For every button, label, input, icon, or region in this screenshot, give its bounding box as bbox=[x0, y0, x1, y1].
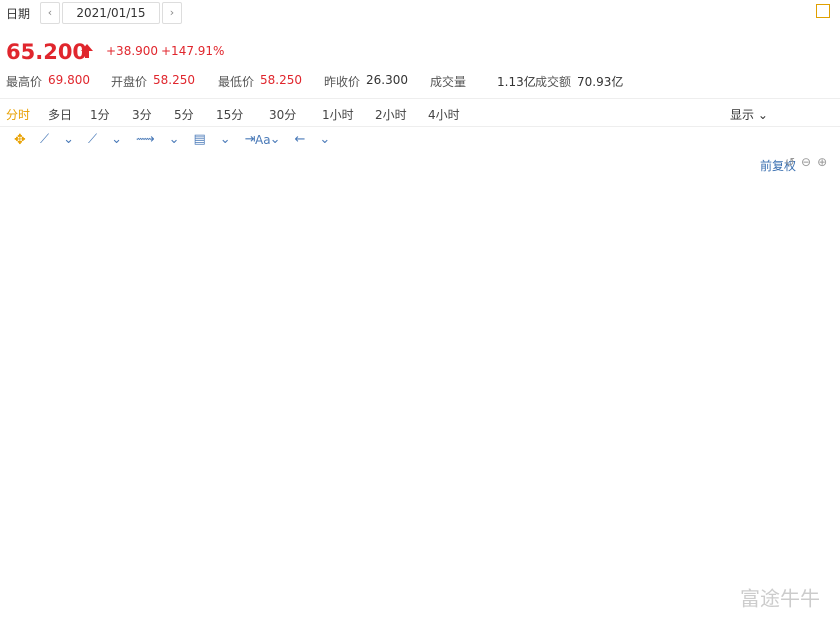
stat-label: 最高价 bbox=[6, 75, 43, 89]
icon-box[interactable] bbox=[816, 4, 830, 18]
up-arrow: 57.42558.25059.07559.90060.72561.55062.3… bbox=[81, 44, 93, 58]
period-tab[interactable]: 30分 bbox=[269, 108, 297, 122]
date-label: 日期 bbox=[6, 7, 31, 21]
date-input[interactable]: 2021/01/15 bbox=[62, 2, 160, 24]
divider bbox=[0, 126, 840, 127]
stat-value: 69.800 bbox=[48, 73, 90, 87]
stat-label: 成交额 bbox=[535, 75, 572, 89]
display-menu[interactable]: 显示 ⌄ bbox=[730, 108, 768, 122]
zoom-tools[interactable]: ↺⊖⊕ bbox=[785, 155, 834, 169]
next-date[interactable]: › bbox=[162, 2, 182, 24]
tool-text[interactable]: Aa bbox=[255, 133, 271, 147]
period-tab[interactable]: 分时 bbox=[6, 108, 31, 122]
stat-value: 70.93亿 bbox=[577, 75, 624, 89]
stat-label: 成交量 bbox=[430, 75, 467, 89]
period-tab[interactable]: 1小时 bbox=[322, 108, 354, 122]
change: +38.900 bbox=[106, 44, 159, 58]
change-pct: +147.91% bbox=[161, 44, 225, 58]
tool-cross[interactable]: ✥ bbox=[14, 132, 26, 148]
period-tab[interactable]: 3分 bbox=[132, 108, 152, 122]
period-tab[interactable]: 5分 bbox=[174, 108, 194, 122]
period-tab[interactable]: 15分 bbox=[216, 108, 244, 122]
prev-date[interactable]: ‹ bbox=[40, 2, 60, 24]
stat-value: 1.13亿 bbox=[497, 75, 536, 89]
price: 65.200 bbox=[6, 40, 88, 64]
stat-value: 58.250 bbox=[260, 73, 302, 87]
stat-label: 昨收价 bbox=[324, 75, 361, 89]
adjust[interactable]: 前复权 bbox=[760, 159, 797, 173]
period-tab[interactable]: 多日 bbox=[48, 108, 73, 122]
divider bbox=[0, 98, 840, 99]
stat-label: 最低价 bbox=[218, 75, 255, 89]
stat-value: 58.250 bbox=[153, 73, 195, 87]
stat-value: 26.300 bbox=[366, 73, 408, 87]
display[interactable]: 显示 bbox=[730, 108, 755, 122]
period-tab[interactable]: 1分 bbox=[90, 108, 110, 122]
toolbar[interactable]: ⟋⌄⟋⌄⟿⌄▤⌄⇥⌄←⌄ bbox=[40, 132, 345, 147]
period-tab[interactable]: 2小时 bbox=[375, 108, 407, 122]
period-tab[interactable]: 4小时 bbox=[428, 108, 460, 122]
watermark: 富途牛牛 bbox=[740, 587, 820, 611]
stat-label: 开盘价 bbox=[111, 75, 148, 89]
